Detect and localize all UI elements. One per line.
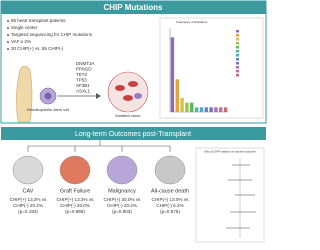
gene: ASXL1 <box>76 89 91 94</box>
legend-swatch <box>236 58 239 61</box>
bullet-list: 95 heart transplant patients Single cente… <box>7 18 93 51</box>
bar <box>180 98 184 112</box>
cell <box>123 95 133 101</box>
bar <box>175 79 179 112</box>
gene: PPM1D <box>76 67 92 72</box>
stem-cell-nucleus <box>44 92 52 100</box>
bullet-text: VAF ≥ 2% <box>11 39 31 44</box>
outcome-stat: CHIP(-) 20.2% <box>107 203 137 208</box>
section-title: Long-term Outcomes post-Transplant <box>75 131 191 138</box>
legend-swatch <box>236 42 239 45</box>
forest-rows <box>226 164 256 229</box>
gene: TET2 <box>76 72 87 77</box>
outcome-icon <box>106 155 138 185</box>
chart-title: Frequency of Mutations <box>176 20 208 24</box>
clone-icon <box>107 71 149 113</box>
forest-title: Effect of CHIP mutations on long-term ou… <box>204 151 256 154</box>
cell <box>115 85 125 91</box>
outcome-stat: CHIP(+) 13.3% vs <box>10 197 48 202</box>
gene: TP53 <box>76 78 87 83</box>
arrow-head <box>96 93 101 99</box>
bullet-text: 30 CHIP(+) vs. 65 CHIP(-) <box>11 46 64 51</box>
section-header-bar <box>1 127 266 140</box>
bar <box>209 107 213 112</box>
bar <box>214 107 218 112</box>
legend-swatch <box>236 38 239 41</box>
bullet-text: Single center <box>11 25 38 30</box>
outcome-icon <box>12 155 44 185</box>
bar <box>219 107 223 112</box>
chart-frame <box>159 17 264 119</box>
cell <box>134 93 142 99</box>
bar <box>185 102 189 112</box>
bullet-dot <box>7 48 9 50</box>
outcome-stat: CHIP(-) 20.2% <box>13 203 43 208</box>
outcome-name: Malignancy <box>108 188 136 194</box>
clone-label: Mutated clone <box>115 113 141 118</box>
bar <box>194 107 199 112</box>
legend-swatch <box>236 66 239 69</box>
outcome-icon <box>154 155 186 185</box>
legend-swatch <box>236 46 239 49</box>
outcome-stat: CHIP(-) 20.0% <box>60 203 90 208</box>
bullet-dot <box>7 27 9 29</box>
outcome-stat: (p=0.803) <box>112 209 132 214</box>
legend-swatch <box>236 62 239 65</box>
bullet-dot <box>7 41 9 43</box>
legend-swatch <box>236 30 239 33</box>
bar-chart <box>169 28 239 113</box>
bar <box>170 37 175 113</box>
bullet-text: Targeted sequencing for CHIP mutations <box>11 32 93 37</box>
outcome-name: Graft Failure <box>60 188 91 194</box>
gene: SF3B1 <box>76 83 90 88</box>
top-header-bar <box>1 1 266 14</box>
stem-cell-label: Hematopoietic stem cell <box>27 107 70 112</box>
bar <box>190 102 194 112</box>
legend-swatch <box>236 54 239 57</box>
bullet-dot <box>7 20 9 22</box>
cell <box>128 81 138 87</box>
bullet-dot <box>7 34 9 36</box>
graphical-abstract: CHIP Mutations 95 heart transplant patie… <box>0 0 267 243</box>
bar <box>204 107 208 112</box>
outcome-stat: (p=0.675) <box>160 209 180 214</box>
outcome-stat: CHIP(+) 13.0% vs <box>152 197 190 202</box>
bar <box>223 107 228 112</box>
outcome-stat: (p=0.193) <box>18 209 38 214</box>
bullet-text: 95 heart transplant patients <box>11 18 66 23</box>
bar <box>199 107 204 112</box>
legend-swatch <box>236 50 239 53</box>
outcome-stat: CHIP(+) 30.0% vs <box>104 197 142 202</box>
gene: DNMT3A <box>76 61 95 66</box>
outcome-name: CAV <box>23 188 34 194</box>
outcome-stat: CHIP(-) 6.2% <box>156 203 183 208</box>
title: CHIP Mutations <box>104 3 164 12</box>
outcome-icon <box>59 155 91 185</box>
legend-swatch <box>236 74 239 77</box>
outcome-stat: (p=0.969) <box>65 209 85 214</box>
outcome-stat: CHIP(+) 13.3% vs <box>57 197 95 202</box>
legend-swatch <box>236 34 239 37</box>
legend-swatch <box>236 70 239 73</box>
outcome-name: All-cause death <box>151 188 189 194</box>
connector <box>28 140 170 147</box>
bone-icon <box>16 65 33 123</box>
